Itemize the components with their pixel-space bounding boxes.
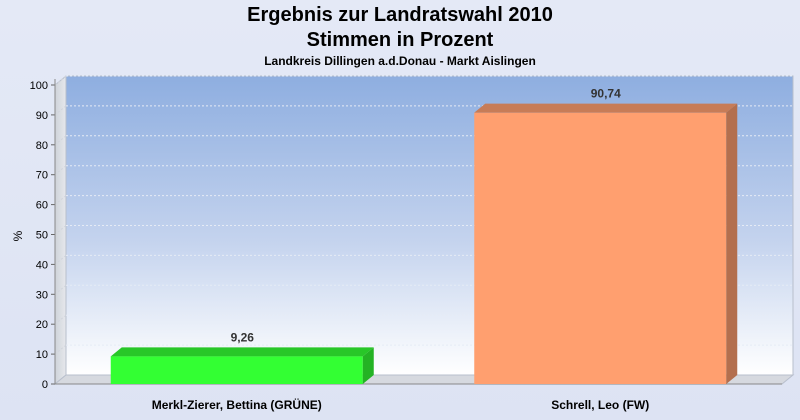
bar-side (362, 347, 374, 384)
chart-region-subtitle: Landkreis Dillingen a.d.Donau - Markt Ai… (264, 54, 536, 68)
bar-front (474, 112, 727, 384)
y-tick-label: 60 (36, 200, 48, 212)
y-tick-label: 50 (36, 230, 48, 242)
data-label: 90,74 (591, 87, 621, 101)
y-tick-label: 70 (36, 170, 48, 182)
y-tick-label: 0 (42, 379, 48, 391)
y-axis-label: % (11, 230, 25, 241)
plot-left-wall (54, 74, 67, 386)
y-tick-label: 100 (30, 80, 48, 92)
y-tick-label: 30 (36, 289, 48, 301)
chart-subtitle: Stimmen in Prozent (306, 29, 494, 51)
bar-top (474, 103, 738, 113)
chart-title: Ergebnis zur Landratswahl 2010 (247, 4, 553, 26)
bar-front (110, 356, 363, 384)
x-tick-label: Merkl-Zierer, Bettina (GRÜNE) (152, 397, 322, 412)
y-tick-label: 20 (36, 319, 48, 331)
bar-top (110, 347, 374, 357)
y-tick-label: 40 (36, 259, 48, 271)
y-tick-label: 80 (36, 140, 48, 152)
y-tick-label: 10 (36, 349, 48, 361)
x-tick-label: Schrell, Leo (FW) (551, 398, 649, 412)
data-label: 9,26 (231, 330, 255, 344)
bar-side (726, 103, 738, 384)
y-tick-label: 90 (36, 110, 48, 122)
